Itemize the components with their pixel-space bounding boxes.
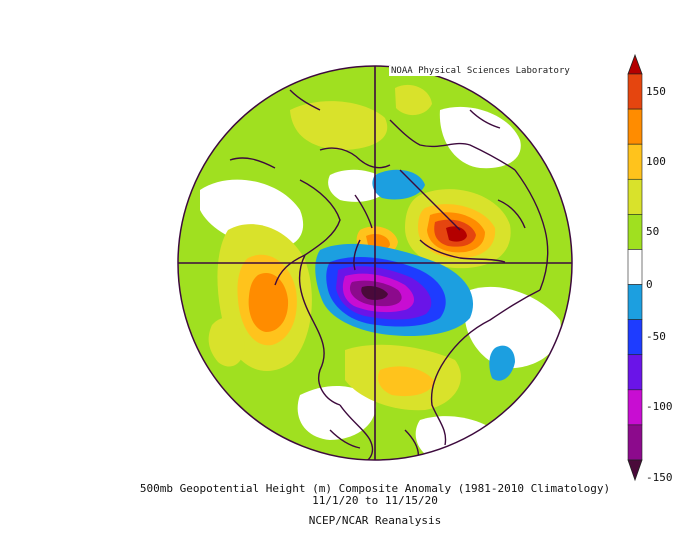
colorbar-band — [627, 284, 643, 320]
caption-title: 500mb Geopotential Height (m) Composite … — [139, 482, 611, 495]
colorbar-tick-label: 100 — [646, 154, 666, 168]
colorbar-band — [627, 424, 643, 461]
colorbar-tick-label: 150 — [646, 84, 666, 98]
credit-label: NOAA Physical Sciences Laboratory — [389, 66, 572, 76]
globe-outline — [177, 65, 573, 461]
colorbar-tick-label: 50 — [646, 224, 660, 238]
colorbar-band — [627, 459, 643, 482]
colorbar-band — [627, 214, 643, 250]
neutral-patch — [200, 179, 304, 249]
eurasia-positive-anomaly — [446, 226, 467, 242]
colorbar-band — [627, 178, 643, 215]
coastlines — [229, 89, 549, 460]
negative-anomaly — [489, 345, 515, 381]
colorbar-band — [627, 354, 643, 391]
arctic-positive-anomaly — [290, 101, 388, 150]
colorbar-band — [627, 143, 643, 180]
colorbar-band — [627, 53, 643, 75]
colorbar-band — [627, 249, 643, 285]
colorbar-band — [627, 319, 643, 356]
colorbar-tick-label: 0 — [646, 277, 653, 291]
negative-anomaly — [372, 169, 425, 200]
anomaly-field — [178, 66, 572, 460]
arctic-positive-anomaly — [395, 84, 432, 116]
colorbar-band — [627, 108, 643, 145]
positive-anomaly — [378, 366, 435, 397]
neutral-patch — [465, 286, 561, 369]
positive-anomaly — [208, 317, 245, 367]
colorbar-tick-label: -50 — [646, 330, 666, 344]
colorbar-tick-label: -150 — [646, 470, 673, 484]
neutral-patch — [439, 106, 521, 169]
caption-source: NCEP/NCAR Reanalysis — [308, 514, 442, 527]
colorbar-band — [627, 389, 643, 426]
pacific-positive-anomaly — [248, 272, 289, 332]
colorbar-band — [627, 73, 643, 110]
caption-dates: 11/1/20 to 11/15/20 — [312, 494, 438, 507]
neutral-patch — [297, 385, 376, 440]
colorbar — [627, 53, 643, 482]
colorbar-tick-label: -100 — [646, 400, 673, 414]
